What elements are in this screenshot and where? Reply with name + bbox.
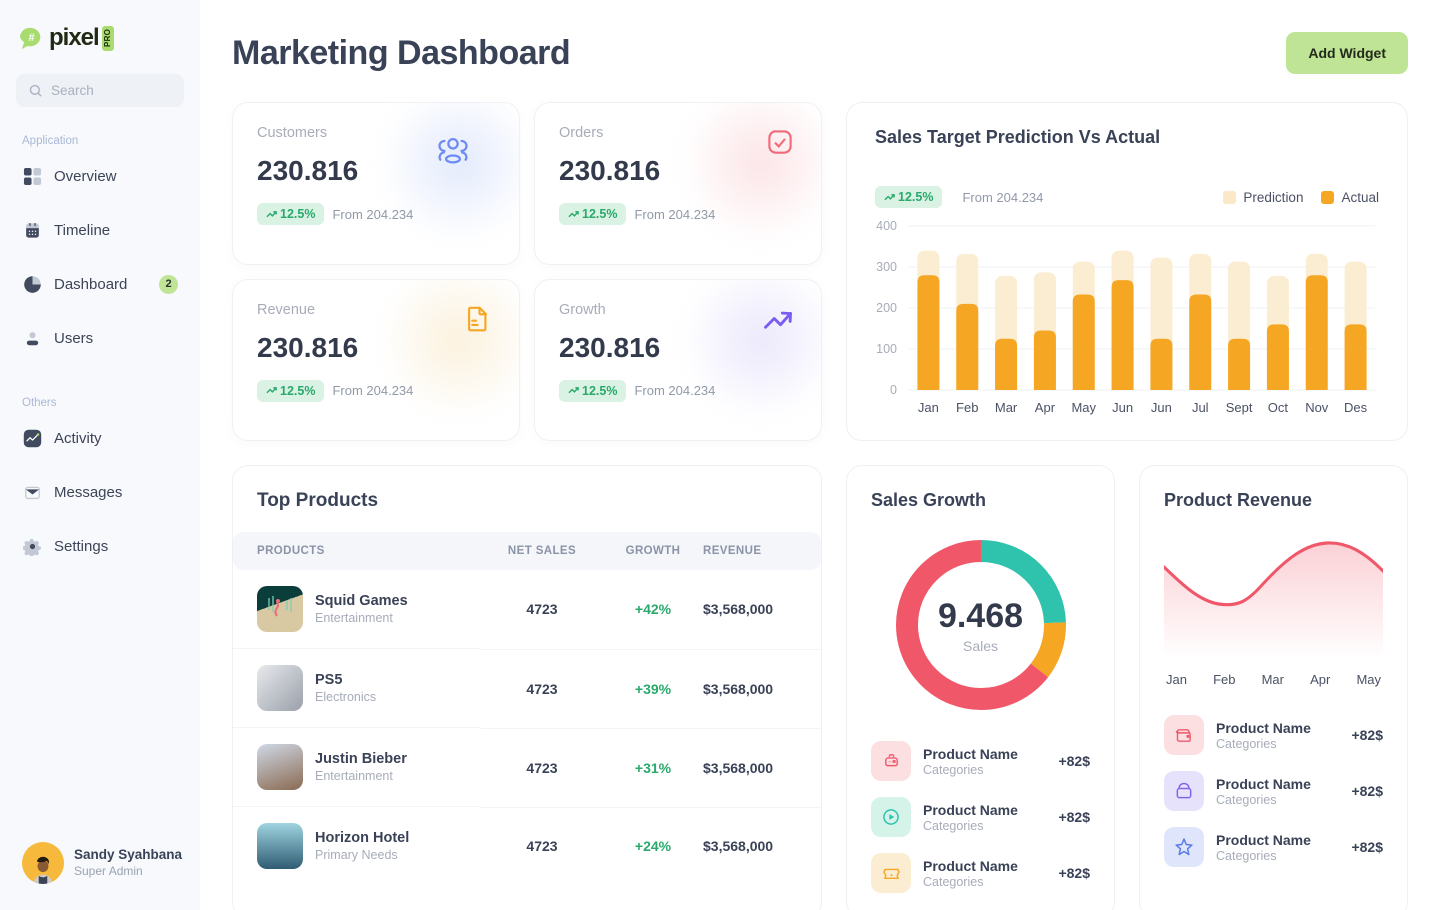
svg-text:Jun: Jun [1151,400,1172,415]
svg-text:Apr: Apr [1035,400,1056,415]
svg-text:200: 200 [876,301,897,315]
svg-text:Feb: Feb [956,400,978,415]
svg-text:Mar: Mar [995,400,1018,415]
svg-text:300: 300 [876,260,897,274]
svg-text:#: # [28,32,34,44]
svg-text:Jun: Jun [1112,400,1133,415]
svg-text:May: May [1071,400,1096,415]
svg-text:Sept: Sept [1226,400,1253,415]
svg-text:0: 0 [890,383,897,397]
svg-text:Des: Des [1344,400,1368,415]
svg-text:Jan: Jan [918,400,939,415]
svg-text:Nov: Nov [1305,400,1329,415]
svg-text:400: 400 [876,219,897,233]
svg-text:100: 100 [876,342,897,356]
svg-text:Oct: Oct [1268,400,1289,415]
svg-text:Jul: Jul [1192,400,1209,415]
